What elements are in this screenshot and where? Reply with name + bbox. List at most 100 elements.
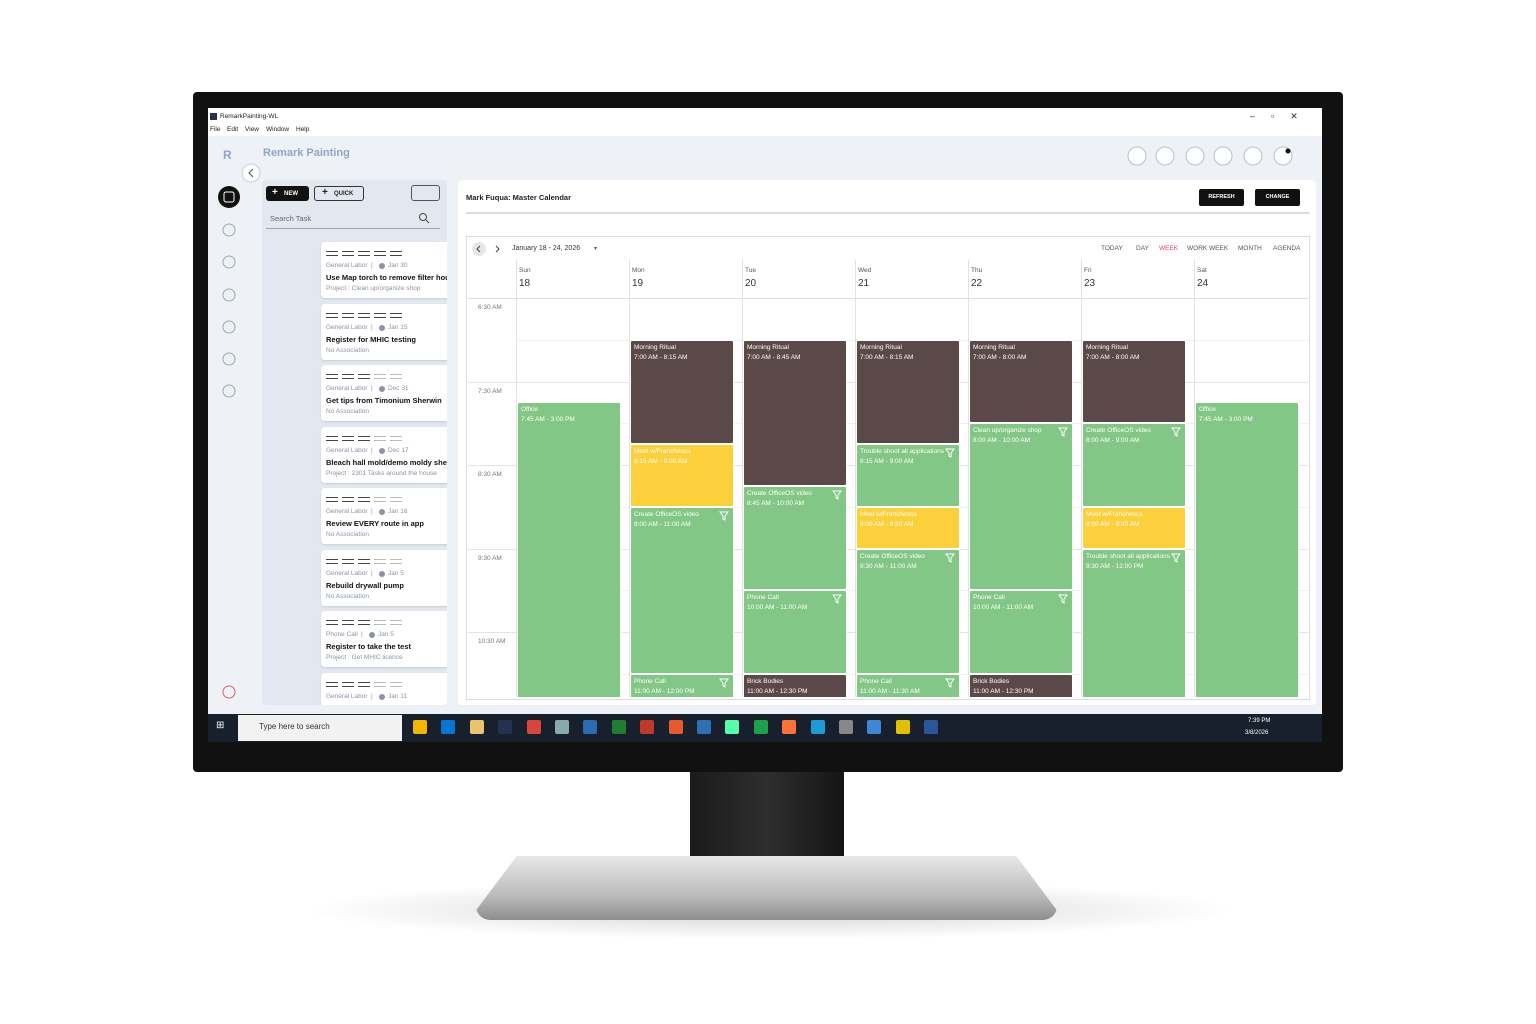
taskbar-app[interactable]	[839, 720, 853, 734]
taskbar-search-text[interactable]: Type here to search	[259, 722, 330, 731]
calendar-event[interactable]: Clean up/organize shop 8:00 AM - 10:00 AM	[969, 423, 1073, 591]
collapse-button[interactable]	[238, 163, 262, 183]
calendar-event[interactable]: Brick Bodies 11:00 AM - 12:30 PM	[969, 673, 1073, 697]
taskbar-app[interactable]	[895, 720, 910, 734]
calendar-event[interactable]: Create OfficeOS video 8:45 AM - 10:00 AM	[743, 485, 847, 591]
calendar-event[interactable]: Create OfficeOS video 9:30 AM - 11:00 AM	[856, 548, 960, 674]
view-option[interactable]: AGENDA	[1273, 245, 1301, 252]
task-card[interactable]: General Labor | Jan 16 Review EVERY route i…	[321, 488, 447, 544]
taskbar-app[interactable]	[668, 720, 683, 734]
menu-item[interactable]: View	[245, 126, 259, 133]
calendar-event[interactable]: Meet w/Franchesca 8:15 AM - 9:00 AM	[630, 444, 734, 507]
event-filter-icon[interactable]	[832, 594, 842, 605]
calendar-event[interactable]: Morning Ritual 7:00 AM - 8:45 AM	[743, 339, 847, 486]
task-card[interactable]: General Labor | Dec 17 Bleach hall mold/dem…	[321, 426, 447, 483]
start-button[interactable]: ⊞	[216, 720, 225, 731]
view-option[interactable]: MONTH	[1238, 245, 1262, 252]
taskbar-app[interactable]	[583, 720, 598, 734]
window-controls[interactable]: –▫✕	[1250, 111, 1314, 121]
event-filter-icon[interactable]	[945, 553, 955, 563]
taskbar-app[interactable]	[611, 720, 626, 734]
event-filter-icon[interactable]	[1171, 553, 1181, 563]
event-filter-icon[interactable]	[832, 490, 842, 500]
menu-item[interactable]: File	[210, 126, 221, 133]
calendar-event[interactable]: Trouble shoot all applications 8:15 AM - …	[856, 444, 960, 507]
taskbar-app[interactable]	[810, 720, 825, 734]
calendar-event[interactable]: Morning Ritual 7:00 AM - 8:15 AM	[856, 339, 960, 445]
next-week[interactable]	[476, 245, 500, 253]
calendar-event[interactable]: Phone Call 11:00 AM - 12:00 PM	[630, 673, 734, 697]
task-card[interactable]: General Labor|Jan 11•••	[321, 672, 447, 705]
calendar-event[interactable]: Office 7:45 AM - 3:00 PM	[1195, 402, 1299, 697]
taskbar-app[interactable]	[555, 720, 569, 734]
event-filter-icon[interactable]	[945, 678, 955, 688]
calendar-event[interactable]: Meet w/Franchesca 9:00 AM - 9:30 AM	[856, 506, 960, 549]
nav-workflow[interactable]	[222, 223, 236, 237]
task-card[interactable]: General Labor | Jan 15 Register for MHIC te…	[321, 303, 447, 360]
calendar-button[interactable]: REFRESH	[1199, 189, 1244, 206]
event-filter-icon[interactable]	[1058, 594, 1068, 605]
menu-item[interactable]: Help	[296, 126, 310, 133]
calendar-button[interactable]: CHANGE	[1255, 189, 1300, 206]
menu-item[interactable]: Window	[266, 126, 290, 133]
event-filter-icon[interactable]	[945, 448, 955, 458]
theme-button[interactable]	[1127, 146, 1147, 166]
task-card[interactable]: Phone Call | Jan 5 Register to take the tes…	[321, 611, 447, 667]
event-filter-icon[interactable]	[1171, 427, 1181, 438]
taskbar-app[interactable]	[498, 720, 513, 734]
nav-chat[interactable]	[222, 255, 236, 269]
calendar-event[interactable]: Create OfficeOS video 9:00 AM - 11:00 AM	[630, 506, 734, 674]
view-option[interactable]: TODAY	[1101, 245, 1123, 252]
calendar-event[interactable]: Morning Ritual 7:00 AM - 8:00 AM	[969, 339, 1073, 424]
calendar-event[interactable]: Trouble shoot all applications 9:30 AM - …	[1082, 548, 1186, 697]
taskbar-app[interactable]	[469, 720, 484, 734]
taskbar-app[interactable]	[526, 720, 541, 734]
event-filter-icon[interactable]	[1058, 427, 1068, 438]
nav-settings[interactable]	[222, 288, 236, 302]
taskbar-app[interactable]	[697, 720, 711, 734]
logout[interactable]	[222, 685, 236, 699]
taskbar-app[interactable]	[867, 720, 882, 734]
taskbar-app[interactable]	[725, 720, 740, 734]
task-card[interactable]: General Labor | Dec 31 Get tips from Timoni…	[321, 365, 447, 421]
nav-reports[interactable]	[222, 352, 236, 366]
menu-item[interactable]: Edit	[227, 126, 239, 133]
profile-button[interactable]	[1155, 146, 1175, 166]
calendar-event[interactable]: Create OfficeOS video 8:00 AM - 9:00 AM	[1082, 423, 1186, 507]
priority-dash	[342, 681, 354, 687]
new-button[interactable]: + NEW	[266, 186, 309, 201]
calendar-nav[interactable]	[218, 186, 240, 208]
calendar-event[interactable]: Brick Bodies 11:00 AM - 12:30 PM	[743, 673, 847, 697]
voicemail-button[interactable]	[1213, 146, 1233, 166]
quick-button[interactable]: + QUICK	[314, 186, 364, 201]
taskbar-app[interactable]	[413, 720, 427, 734]
view-option[interactable]: DAY	[1136, 245, 1149, 252]
taskbar-app[interactable]	[441, 720, 456, 734]
date-range[interactable]: January 18 - 24, 2026	[512, 245, 581, 252]
taskbar-app[interactable]	[924, 720, 939, 734]
device-button[interactable]	[1243, 146, 1263, 166]
task-card[interactable]: General Labor | Jan 5 Rebuild drywall pump N…	[321, 549, 447, 606]
calendar-event[interactable]: Office 7:45 AM - 3:00 PM	[517, 402, 621, 697]
filter-button[interactable]	[411, 185, 440, 201]
task-card[interactable]: General Labor | Jan 30 Use Map torch to rem…	[321, 242, 447, 298]
calendar-event[interactable]: Morning Ritual 7:00 AM - 8:15 AM	[630, 339, 734, 445]
taskbar-app[interactable]	[640, 720, 655, 734]
nav-admin[interactable]	[222, 384, 236, 398]
calendar-event[interactable]: Morning Ritual 7:00 AM - 8:00 AM	[1082, 339, 1186, 424]
taskbar-app[interactable]	[782, 720, 797, 734]
event-filter-icon[interactable]	[719, 511, 729, 521]
view-option[interactable]: WORK WEEK	[1187, 245, 1229, 252]
prev-week[interactable]	[472, 242, 486, 256]
view-option[interactable]: WEEK	[1159, 245, 1179, 252]
calendar-event[interactable]: Phone Call 10:00 AM - 11:00 AM	[743, 590, 847, 674]
calendar-event[interactable]: Phone Call 11:00 AM - 11:30 AM	[856, 673, 960, 697]
event-filter-icon[interactable]	[719, 678, 729, 688]
search-placeholder[interactable]: Search Task	[270, 214, 312, 223]
nav-media[interactable]	[222, 320, 236, 334]
mail-button[interactable]	[1185, 146, 1205, 166]
taskbar-app[interactable]	[753, 720, 768, 734]
calendar-event[interactable]: Meet w/Franchesca 9:00 AM - 9:30 AM	[1082, 506, 1186, 549]
calendar-event[interactable]: Phone Call 10:00 AM - 11:00 AM	[969, 590, 1073, 674]
taskbar-search[interactable]	[238, 715, 402, 741]
